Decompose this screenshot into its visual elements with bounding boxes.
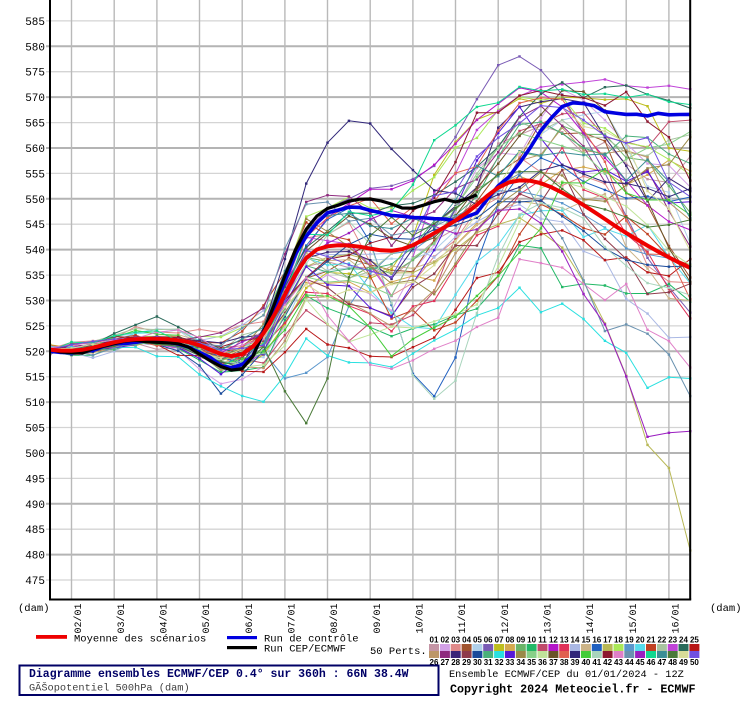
svg-text:04/01: 04/01 (159, 603, 171, 633)
svg-text:30: 30 (473, 658, 482, 667)
svg-text:47: 47 (657, 658, 666, 667)
svg-text:500: 500 (25, 449, 45, 461)
svg-text:11/01: 11/01 (457, 603, 469, 633)
svg-text:05/01: 05/01 (201, 603, 213, 633)
svg-text:26: 26 (430, 658, 439, 667)
svg-text:540: 540 (25, 246, 45, 258)
svg-text:13/01: 13/01 (543, 603, 555, 633)
svg-text:520: 520 (25, 347, 45, 359)
svg-text:(dam): (dam) (710, 603, 740, 615)
svg-text:09: 09 (516, 636, 525, 645)
svg-text:27: 27 (440, 658, 449, 667)
svg-text:08/01: 08/01 (329, 603, 341, 633)
svg-text:45: 45 (636, 658, 645, 667)
svg-text:Run de contrôle: Run de contrôle (264, 634, 359, 646)
svg-text:16/01: 16/01 (671, 603, 683, 633)
svg-text:505: 505 (25, 424, 45, 436)
svg-text:510: 510 (25, 398, 45, 410)
svg-text:18: 18 (614, 636, 623, 645)
svg-text:07/01: 07/01 (287, 603, 299, 633)
svg-text:Diagramme ensembles ECMWF/CEP: Diagramme ensembles ECMWF/CEP 0.4° sur 3… (29, 668, 409, 681)
svg-text:490: 490 (25, 500, 45, 512)
svg-text:10: 10 (527, 636, 536, 645)
svg-text:14: 14 (571, 636, 580, 645)
svg-text:41: 41 (592, 658, 601, 667)
svg-text:21: 21 (647, 636, 656, 645)
svg-text:480: 480 (25, 551, 45, 563)
svg-text:09/01: 09/01 (372, 603, 384, 633)
svg-text:525: 525 (25, 322, 45, 334)
svg-text:Run CEP/ECMWF: Run CEP/ECMWF (264, 644, 346, 656)
svg-text:23: 23 (668, 636, 677, 645)
svg-text:05: 05 (473, 636, 482, 645)
svg-text:485: 485 (25, 525, 45, 537)
svg-text:01: 01 (430, 636, 439, 645)
svg-text:Moyenne des scénarios: Moyenne des scénarios (74, 634, 206, 646)
svg-text:24: 24 (679, 636, 688, 645)
svg-text:29: 29 (462, 658, 471, 667)
svg-text:GÃŠopotentiel 500hPa (dam): GÃŠopotentiel 500hPa (dam) (29, 681, 190, 695)
svg-text:13: 13 (560, 636, 569, 645)
svg-text:50: 50 (690, 658, 699, 667)
svg-text:42: 42 (603, 658, 612, 667)
svg-text:14/01: 14/01 (585, 603, 597, 633)
svg-text:50 Perts.: 50 Perts. (370, 646, 427, 658)
svg-text:48: 48 (668, 658, 677, 667)
svg-text:06: 06 (484, 636, 493, 645)
svg-text:34: 34 (516, 658, 525, 667)
svg-text:535: 535 (25, 271, 45, 283)
svg-text:07: 07 (495, 636, 504, 645)
svg-text:06/01: 06/01 (244, 603, 256, 633)
svg-text:44: 44 (625, 658, 634, 667)
svg-text:36: 36 (538, 658, 547, 667)
svg-text:560: 560 (25, 144, 45, 156)
svg-text:11: 11 (538, 636, 547, 645)
svg-text:15/01: 15/01 (628, 603, 640, 633)
svg-text:39: 39 (571, 658, 580, 667)
svg-text:17: 17 (603, 636, 612, 645)
svg-text:38: 38 (560, 658, 569, 667)
svg-text:(dam): (dam) (18, 603, 50, 615)
svg-text:03: 03 (451, 636, 460, 645)
svg-text:585: 585 (25, 17, 45, 29)
svg-text:575: 575 (25, 68, 45, 80)
svg-text:02/01: 02/01 (73, 603, 85, 633)
svg-text:580: 580 (25, 42, 45, 54)
svg-text:565: 565 (25, 119, 45, 131)
svg-text:10/01: 10/01 (415, 603, 427, 633)
svg-text:16: 16 (592, 636, 601, 645)
svg-text:550: 550 (25, 195, 45, 207)
svg-text:515: 515 (25, 373, 45, 385)
svg-text:Copyright 2024 Meteociel.fr -: Copyright 2024 Meteociel.fr - ECMWF (450, 683, 695, 697)
svg-text:33: 33 (505, 658, 514, 667)
svg-text:12: 12 (549, 636, 558, 645)
svg-text:20: 20 (636, 636, 645, 645)
svg-text:35: 35 (527, 658, 536, 667)
svg-text:03/01: 03/01 (116, 603, 128, 633)
svg-text:25: 25 (690, 636, 699, 645)
svg-text:555: 555 (25, 169, 45, 181)
svg-text:02: 02 (440, 636, 449, 645)
svg-text:37: 37 (549, 658, 558, 667)
svg-text:545: 545 (25, 220, 45, 232)
svg-text:530: 530 (25, 297, 45, 309)
svg-text:04: 04 (462, 636, 471, 645)
svg-text:32: 32 (495, 658, 504, 667)
svg-text:15: 15 (581, 636, 590, 645)
svg-text:31: 31 (484, 658, 493, 667)
svg-text:19: 19 (625, 636, 634, 645)
svg-text:28: 28 (451, 658, 460, 667)
svg-text:475: 475 (25, 576, 45, 588)
svg-text:495: 495 (25, 474, 45, 486)
svg-text:49: 49 (679, 658, 688, 667)
svg-text:Ensemble ECMWF/CEP du 01/01/20: Ensemble ECMWF/CEP du 01/01/2024 - 12Z (449, 669, 684, 681)
svg-text:12/01: 12/01 (500, 603, 512, 633)
svg-text:43: 43 (614, 658, 623, 667)
svg-text:570: 570 (25, 93, 45, 105)
svg-text:46: 46 (647, 658, 656, 667)
svg-text:08: 08 (505, 636, 514, 645)
svg-text:22: 22 (657, 636, 666, 645)
svg-text:40: 40 (581, 658, 590, 667)
